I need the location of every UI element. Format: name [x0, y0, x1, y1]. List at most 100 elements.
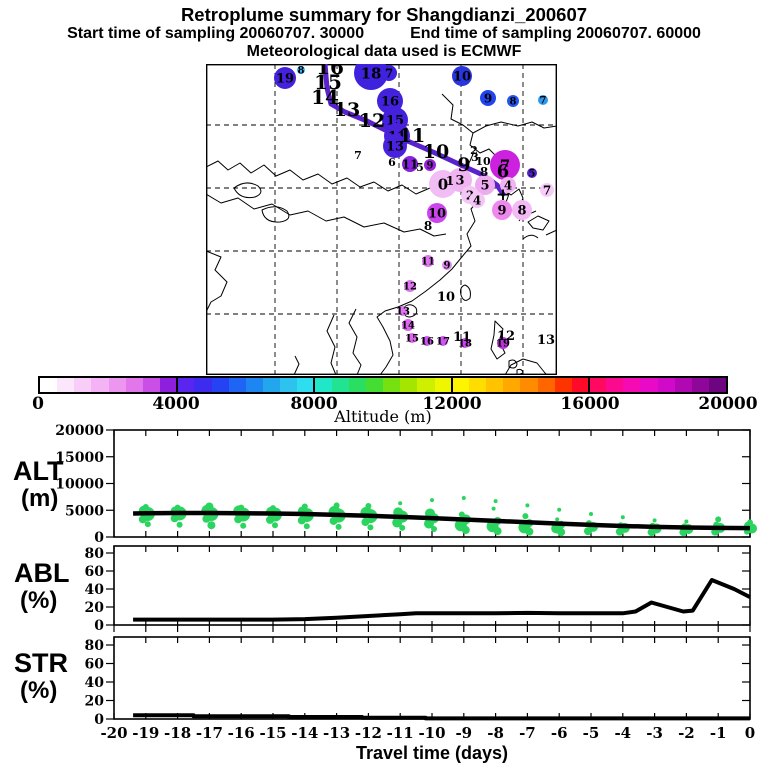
plume-bubble-label: 18: [458, 339, 472, 350]
particle-dot: [138, 515, 147, 524]
particle-dot: [399, 524, 406, 531]
coastline: [516, 368, 524, 376]
plume-bubble: [398, 306, 408, 316]
colorbar-segment: [623, 378, 641, 392]
x-tick-label: -9: [455, 724, 472, 742]
plume-bubble-label: 9: [444, 261, 451, 272]
particle-dot: [297, 516, 306, 525]
particle-dot: [398, 501, 403, 506]
map-number-label: 10: [437, 290, 455, 305]
map-number-label: 8: [480, 165, 488, 179]
particle-dot: [430, 498, 434, 503]
x-tick-label: -2: [678, 724, 695, 742]
plume-bubble-label: 4: [473, 193, 481, 207]
plume-bubble: [512, 200, 532, 220]
coastline: [205, 193, 447, 237]
start-time-label: Start time of sampling 20060707. 30000: [67, 25, 365, 42]
trajectory-day-label: 13: [334, 99, 360, 121]
colorbar-segment: [194, 378, 212, 392]
plume-bubble-label: 9: [427, 161, 434, 172]
coastline: [326, 314, 337, 376]
str-panel-unit: (%): [20, 677, 58, 704]
x-tick-label: -18: [164, 724, 191, 742]
figure-title: Retroplume summary for Shangdianzi_20060…: [180, 4, 588, 25]
colorbar-tick-label: 0: [32, 394, 44, 414]
plume-bubble: [402, 156, 418, 172]
map-number-label: 1: [446, 174, 454, 188]
coastline: [545, 229, 558, 236]
panel-border: [113, 636, 751, 720]
plume-bubble: [422, 336, 432, 346]
particle-dot: [584, 527, 592, 536]
plume-bubble-label: 5: [529, 169, 536, 180]
plume-bubble-label: 19: [276, 72, 294, 87]
x-tick-label: -11: [387, 724, 414, 742]
coastline: [348, 308, 362, 376]
coastline: [527, 215, 550, 231]
x-tick-label: -20: [100, 724, 127, 742]
met-data-label: Meteorological data used is ECMWF: [246, 43, 522, 60]
plume-bubble: [424, 159, 436, 171]
map-number-label: 7: [354, 149, 362, 162]
plume-bubble: [354, 56, 388, 90]
colorbar-segment: [383, 378, 401, 392]
colorbar-divider: [450, 376, 453, 394]
colorbar-divider: [587, 376, 590, 394]
x-tick-label: -8: [487, 724, 504, 742]
colorbar-segment: [520, 378, 538, 392]
plume-bubble-label: 10: [453, 70, 471, 85]
plume-bubble-label: 18: [361, 64, 382, 82]
particle-dot: [335, 523, 342, 530]
y-tick-label: 20: [85, 694, 105, 710]
plume-bubble: [475, 175, 495, 195]
plume-bubble-label: 17: [436, 337, 450, 348]
colorbar-tick-label: 4000: [152, 394, 200, 414]
colorbar-segment: [91, 378, 109, 392]
map-number-label: 5: [416, 161, 424, 174]
y-tick-label: 80: [85, 546, 105, 562]
colorbar-tick-label: 16000: [560, 394, 620, 414]
plume-bubble: [407, 333, 417, 343]
particle-dot: [424, 518, 434, 529]
y-tick-label: 20: [85, 600, 105, 616]
colorbar-segment: [177, 378, 195, 392]
plume-bubble: [527, 168, 537, 178]
particle-dot: [615, 527, 624, 536]
plume-bubble: [427, 203, 447, 223]
colorbar-divider: [176, 376, 179, 394]
plume-bubble: [442, 260, 452, 270]
str-panel-label: STR: [14, 648, 68, 678]
trajectory-day-label: 12: [359, 110, 385, 132]
altitude-colorbar: [38, 376, 728, 394]
x-tick-label: -14: [291, 724, 318, 742]
particle-dot: [679, 528, 688, 537]
plume-bubble-label: 2: [466, 188, 474, 202]
plume-bubble-label: 12: [403, 282, 417, 293]
plume-bubble: [381, 65, 397, 81]
colorbar-segment: [691, 378, 710, 392]
plume-bubble-label: 4: [504, 178, 512, 192]
plume-bubble-label: 14: [401, 321, 415, 332]
plume-bubble-label: 15: [405, 334, 419, 345]
particle-dot: [266, 515, 274, 524]
colorbar-segment: [297, 378, 315, 392]
coastline: [376, 183, 490, 376]
receptor-marker: +: [496, 185, 510, 205]
trajectory-day-label: 9: [457, 154, 470, 176]
colorbar-segment: [451, 378, 469, 392]
colorbar-segment: [348, 378, 366, 392]
abl-panel-unit: (%): [20, 587, 58, 614]
colorbar-tick-label: 20000: [698, 394, 758, 414]
colorbar-segment: [245, 378, 264, 392]
coastline: [205, 250, 228, 313]
colorbar-segment: [589, 378, 607, 392]
alt-panel-label: ALT: [13, 456, 64, 486]
plume-bubble: [538, 95, 548, 105]
coastline: [490, 320, 506, 360]
particle-dot: [525, 527, 534, 536]
plume-bubble-label: 11: [402, 157, 419, 171]
colorbar-segment: [468, 378, 487, 392]
plume-bubble: [469, 192, 485, 208]
plume-bubble: [274, 67, 296, 89]
particle-dot: [240, 522, 247, 529]
